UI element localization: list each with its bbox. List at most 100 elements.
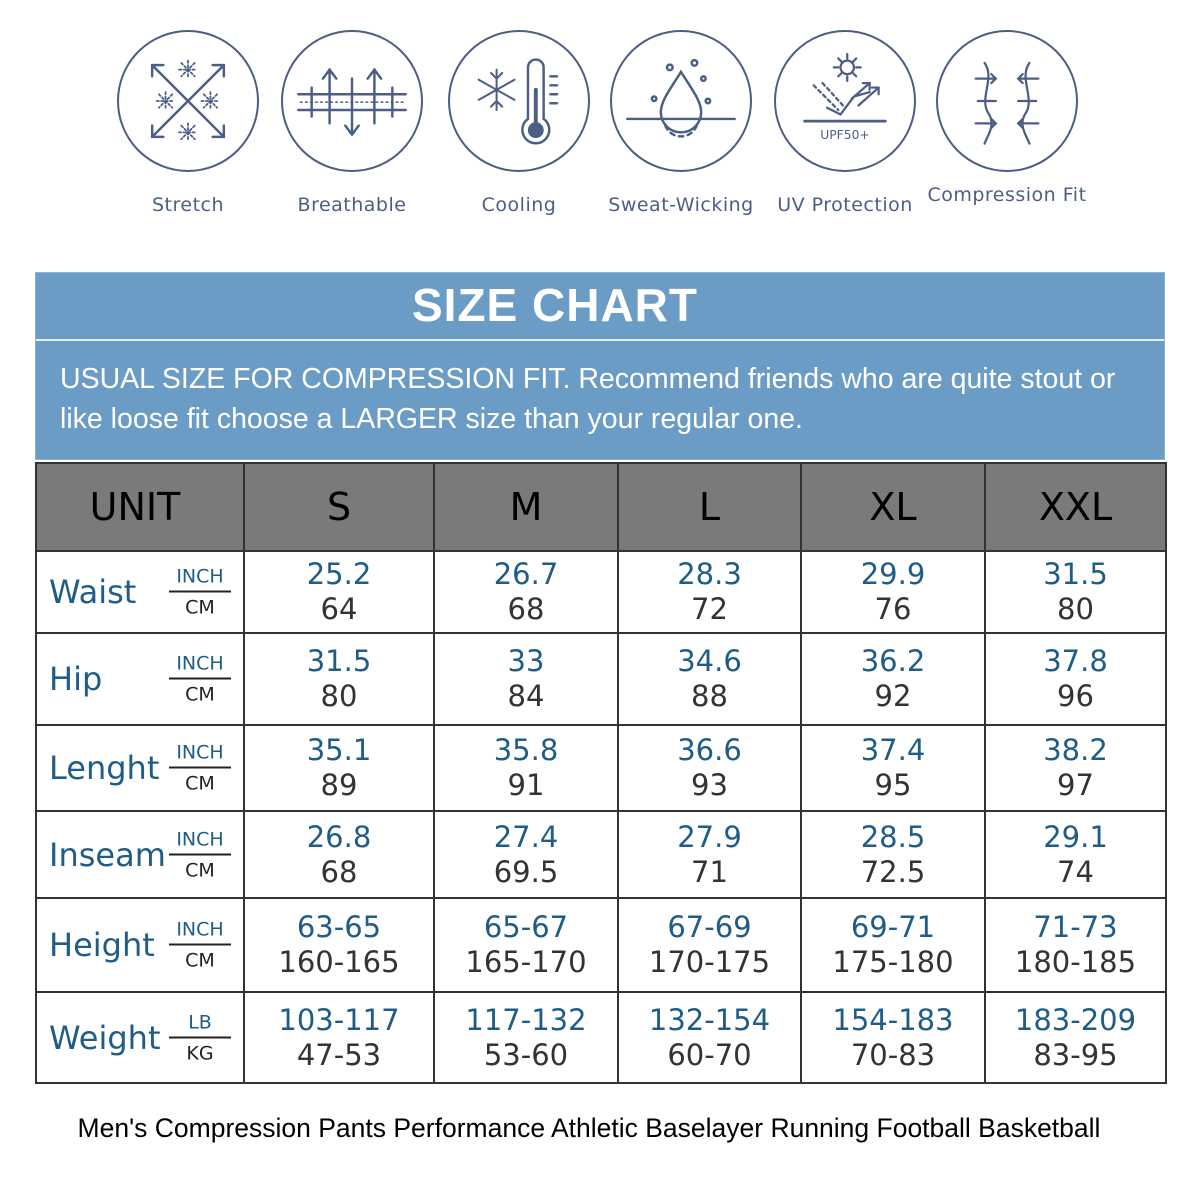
unit-bottom: CM	[185, 772, 215, 795]
size-value-cell: 28.3 72	[617, 549, 802, 635]
unit-pair: LB KG	[169, 1011, 231, 1064]
value-secondary: 47-53	[296, 1037, 382, 1072]
size-header: S	[243, 462, 435, 552]
upf-badge: UPF50+	[820, 128, 870, 142]
value-secondary: 92	[874, 679, 912, 714]
unit-top: INCH	[169, 742, 231, 769]
feature-compression-fit: Compression Fit	[922, 30, 1092, 206]
unit-pair: INCH CM	[169, 653, 231, 706]
table-row: Height INCH CM 63-65 160-165 65-67 165-170 67-6…	[35, 896, 1167, 994]
value-secondary: 71	[691, 854, 728, 889]
value-secondary: 180-185	[1014, 945, 1137, 980]
unit-bottom: CM	[185, 859, 215, 882]
value-primary: 31.5	[306, 644, 372, 679]
feature-label-sweat-wicking: Sweat-Wicking	[608, 194, 754, 216]
value-primary: 28.5	[860, 819, 926, 854]
feature-icons-row: Stretch Breathable	[0, 0, 1200, 240]
measurement-name: Hip	[49, 660, 103, 699]
unit-top: LB	[169, 1011, 231, 1039]
value-primary: 183-209	[1014, 1002, 1137, 1037]
value-primary: 34.6	[677, 644, 742, 679]
value-primary: 35.8	[493, 733, 559, 768]
size-value-cell: 37.8 96	[984, 632, 1167, 726]
size-value-cell: 36.6 93	[617, 723, 802, 813]
row-label-cell: Waist INCH CM	[35, 549, 245, 635]
value-primary: 33	[507, 644, 545, 679]
size-header: XXL	[984, 462, 1167, 552]
value-primary: 27.4	[493, 819, 559, 854]
size-value-cell: 27.9 71	[617, 810, 802, 899]
value-secondary: 69.5	[493, 854, 559, 889]
measurement-name: Waist	[49, 573, 137, 612]
value-primary: 35.1	[306, 733, 372, 768]
row-label-cell: Lenght INCH CM	[35, 723, 245, 813]
stretch-icon	[117, 30, 259, 172]
value-primary: 154-183	[832, 1002, 954, 1037]
value-secondary: 88	[691, 679, 728, 714]
value-secondary: 70-83	[850, 1037, 936, 1072]
value-primary: 27.9	[677, 819, 742, 854]
size-value-cell: 65-67 165-170	[433, 896, 619, 994]
breathable-icon	[281, 30, 423, 172]
unit-bottom: KG	[186, 1042, 214, 1065]
measurement-name: Weight	[49, 1018, 161, 1057]
unit-bottom: CM	[185, 949, 215, 972]
unit-header: UNIT	[35, 462, 245, 552]
size-value-cell: 69-71 175-180	[800, 896, 986, 994]
sweat-wicking-icon	[610, 30, 752, 172]
size-value-cell: 71-73 180-185	[984, 896, 1167, 994]
value-primary: 29.9	[860, 557, 926, 592]
feature-sweat-wicking: Sweat-Wicking	[596, 30, 766, 216]
size-value-cell: 31.5 80	[243, 632, 435, 726]
size-value-cell: 31.5 80	[984, 549, 1167, 635]
size-value-cell: 103-117 47-53	[243, 991, 435, 1084]
value-secondary: 170-175	[648, 945, 771, 980]
size-value-cell: 67-69 170-175	[617, 896, 802, 994]
feature-cooling: Cooling	[434, 30, 604, 216]
unit-top: INCH	[169, 653, 231, 680]
measurement-name: Height	[49, 926, 155, 965]
row-label-cell: Height INCH CM	[35, 896, 245, 994]
value-primary: 26.7	[493, 557, 559, 592]
unit-pair: INCH CM	[169, 828, 231, 881]
unit-top: INCH	[169, 566, 231, 593]
value-primary: 71-73	[1033, 910, 1118, 945]
size-value-cell: 38.2 97	[984, 723, 1167, 813]
value-secondary: 74	[1057, 854, 1094, 889]
size-value-cell: 36.2 92	[800, 632, 986, 726]
size-chart-title: SIZE CHART	[36, 273, 1164, 341]
unit-bottom: CM	[185, 683, 215, 706]
value-secondary: 84	[507, 679, 545, 714]
value-primary: 69-71	[850, 910, 936, 945]
value-secondary: 53-60	[483, 1037, 569, 1072]
row-label-cell: Weight LB KG	[35, 991, 245, 1084]
value-secondary: 83-95	[1033, 1037, 1118, 1072]
feature-uv-protection: UPF50+ UV Protection	[760, 30, 930, 216]
value-secondary: 80	[1057, 592, 1094, 627]
feature-label-uv-protection: UV Protection	[777, 194, 913, 216]
table-header-row: UNIT S M L XL XXL	[35, 462, 1167, 552]
size-value-cell: 29.9 76	[800, 549, 986, 635]
value-primary: 67-69	[667, 910, 752, 945]
value-primary: 29.1	[1043, 819, 1108, 854]
value-primary: 36.6	[677, 733, 742, 768]
size-value-cell: 33 84	[433, 632, 619, 726]
size-table: UNIT S M L XL XXL Waist INCH CM 25.2 64 26.7 6…	[35, 462, 1167, 1084]
size-header: XL	[800, 462, 986, 552]
size-value-cell: 183-209 83-95	[984, 991, 1167, 1084]
measurement-name: Inseam	[49, 835, 166, 874]
value-secondary: 97	[1057, 768, 1094, 803]
value-secondary: 160-165	[278, 945, 400, 980]
compression-fit-icon	[936, 30, 1078, 172]
size-value-cell: 132-154 60-70	[617, 991, 802, 1084]
table-row: Weight LB KG 103-117 47-53 117-132 53-60 132-15…	[35, 991, 1167, 1084]
feature-label-cooling: Cooling	[481, 194, 557, 216]
size-value-cell: 117-132 53-60	[433, 991, 619, 1084]
row-label-cell: Hip INCH CM	[35, 632, 245, 726]
value-secondary: 91	[507, 768, 545, 803]
size-value-cell: 63-65 160-165	[243, 896, 435, 994]
size-value-cell: 35.1 89	[243, 723, 435, 813]
value-secondary: 96	[1057, 679, 1094, 714]
feature-stretch: Stretch	[103, 30, 273, 216]
uv-protection-icon: UPF50+	[774, 30, 916, 172]
